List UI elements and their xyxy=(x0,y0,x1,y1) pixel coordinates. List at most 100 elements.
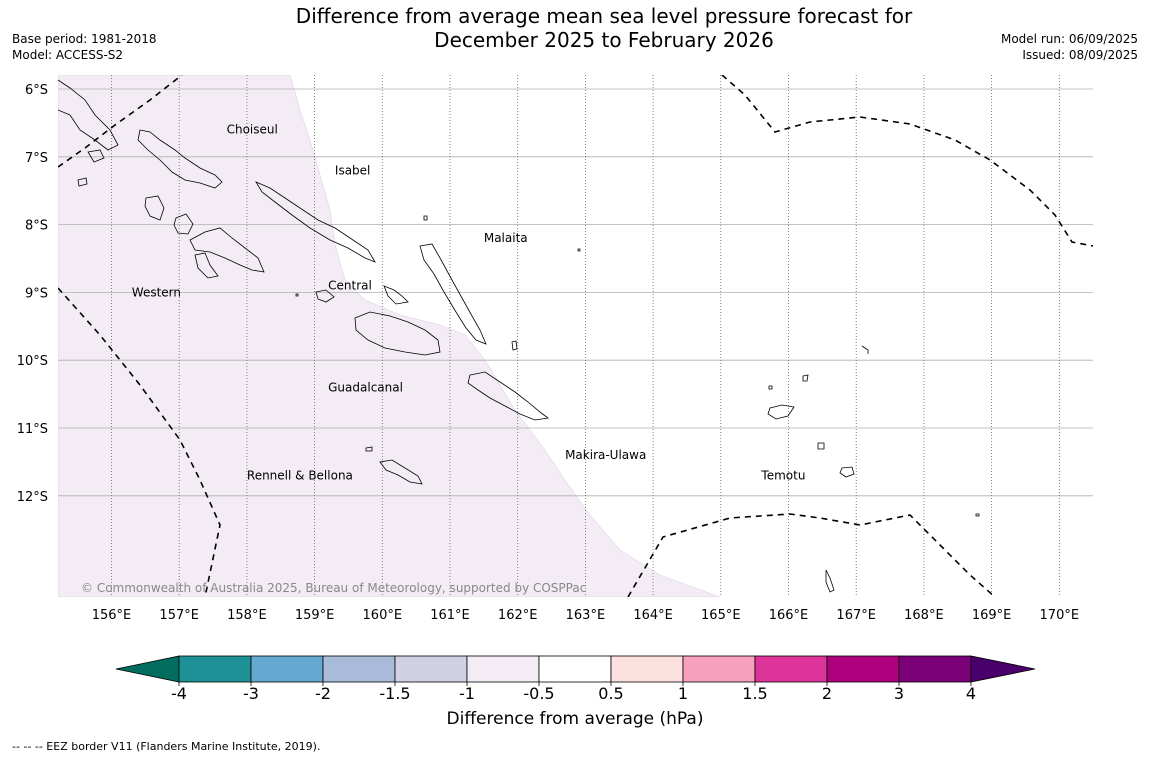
colorbar-tick-label: 4 xyxy=(966,684,976,700)
island-reef-group xyxy=(861,345,869,354)
colorbar-tick-label: -3 xyxy=(243,684,259,700)
colorbar-tick-label: 2 xyxy=(822,684,832,700)
lon-label: 160°E xyxy=(363,608,403,623)
island-santa-cruz xyxy=(767,404,795,420)
lon-label: 165°E xyxy=(701,608,741,623)
colorbar-tick-label: -1 xyxy=(459,684,475,700)
island-bellona xyxy=(365,446,373,452)
lon-label: 164°E xyxy=(633,608,673,623)
lat-label: 7°S xyxy=(25,151,48,166)
eez-border-northeast xyxy=(721,75,1093,247)
island-tikopia-area xyxy=(825,569,835,593)
colorbar-segment xyxy=(394,655,468,683)
lon-label: 169°E xyxy=(972,608,1012,623)
map-title: Difference from average mean sea level p… xyxy=(0,4,1150,52)
island-utupua xyxy=(817,442,825,450)
colorbar-over-arrow xyxy=(970,655,1036,683)
island-vella-lavella xyxy=(144,195,165,221)
region-label: Choiseul xyxy=(227,123,278,137)
colorbar-segment xyxy=(538,655,612,683)
colorbar-segment xyxy=(610,655,684,683)
colorbar-segment xyxy=(178,655,252,683)
eez-border-southeast xyxy=(627,513,996,597)
island-isabel xyxy=(255,181,376,263)
island-bougainville xyxy=(58,79,119,151)
island-small-4 xyxy=(768,385,773,390)
colorbar-tick-label: -1.5 xyxy=(379,684,410,700)
lat-label: 8°S xyxy=(25,219,48,234)
colorbar-tick-label: 1.5 xyxy=(742,684,767,700)
issued-date: Issued: 08/09/2025 xyxy=(1022,48,1138,62)
island-small-2 xyxy=(295,293,299,297)
lon-label: 162°E xyxy=(498,608,538,623)
colorbar-label: Difference from average (hPa) xyxy=(446,709,704,729)
region-label: Guadalcanal xyxy=(328,380,403,394)
region-label: Malaita xyxy=(484,231,528,245)
lon-label: 168°E xyxy=(904,608,944,623)
longitude-labels: 156°E 157°E 158°E 159°E 160°E 161°E 162°E 163°E… xyxy=(92,608,1079,623)
island-rennell xyxy=(379,459,423,485)
island-anuta xyxy=(975,513,980,517)
anomaly-shading xyxy=(58,75,721,597)
island-buka-fragment xyxy=(87,149,105,163)
lon-label: 156°E xyxy=(92,608,132,623)
colorbar: -4 -3 -2 -1.5 -1 -0.5 0.5 1 1.5 2 3 4 xyxy=(115,655,1036,700)
island-malaita xyxy=(419,243,487,345)
eez-border-northwest xyxy=(58,75,183,168)
island-small-1 xyxy=(423,215,428,221)
lon-label: 163°E xyxy=(566,608,606,623)
forecast-map: 6°S 7°S 8°S 9°S 10°S 11°S 12°S 156°E 157°E 158°E… xyxy=(17,75,1093,700)
region-labels: Choiseul Isabel Malaita Western Central Guada… xyxy=(132,123,806,483)
colorbar-segment xyxy=(826,655,900,683)
colorbar-tick-label: 1 xyxy=(678,684,688,700)
region-label: Rennell & Bellona xyxy=(247,468,353,482)
title-line-2: December 2025 to February 2026 xyxy=(434,28,774,52)
lat-label: 9°S xyxy=(25,286,48,301)
lon-label: 170°E xyxy=(1040,608,1080,623)
island-duff xyxy=(802,374,809,382)
coastlines xyxy=(58,79,980,593)
lon-label: 167°E xyxy=(836,608,876,623)
region-label: Isabel xyxy=(335,163,370,177)
lat-label: 11°S xyxy=(17,422,48,437)
colorbar-segment xyxy=(250,655,324,683)
island-shortland xyxy=(77,177,88,187)
graticule xyxy=(58,75,1093,597)
model-name: Model: ACCESS-S2 xyxy=(12,48,124,62)
island-makira xyxy=(467,371,550,421)
title-line-1: Difference from average mean sea level p… xyxy=(295,4,913,28)
colorbar-segment xyxy=(898,655,972,683)
eez-borders xyxy=(58,75,1093,597)
colorbar-tick-label: 0.5 xyxy=(598,684,623,700)
model-info: Base period: 1981-2018 Model: ACCESS-S2 xyxy=(12,31,157,63)
base-period: Base period: 1981-2018 xyxy=(12,32,157,46)
colorbar-segment xyxy=(682,655,756,683)
lon-label: 158°E xyxy=(227,608,267,623)
lon-label: 159°E xyxy=(295,608,335,623)
island-vanikoro xyxy=(839,466,855,478)
lat-label: 10°S xyxy=(17,354,48,369)
colorbar-tick-label: -4 xyxy=(171,684,187,700)
colorbar-segment xyxy=(754,655,828,683)
colorbar-tick-label: -0.5 xyxy=(523,684,554,700)
colorbar-tick-label: -2 xyxy=(315,684,331,700)
colorbar-segment xyxy=(322,655,396,683)
colorbar-segment xyxy=(466,655,540,683)
region-label: Makira-Ulawa xyxy=(565,448,646,462)
eez-footnote: -- -- -- EEZ border V11 (Flanders Marine… xyxy=(12,740,321,753)
lat-label: 6°S xyxy=(25,83,48,98)
island-russell xyxy=(315,289,335,303)
lat-label: 12°S xyxy=(17,490,48,505)
run-info: Model run: 06/09/2025 Issued: 08/09/2025 xyxy=(1001,31,1138,63)
island-small-3 xyxy=(577,248,581,252)
island-new-georgia xyxy=(189,227,265,273)
island-small-ulawa xyxy=(511,340,518,351)
lon-label: 161°E xyxy=(430,608,470,623)
latitude-labels: 6°S 7°S 8°S 9°S 10°S 11°S 12°S xyxy=(17,83,48,505)
eez-border-west xyxy=(58,287,221,597)
colorbar-under-arrow xyxy=(115,655,180,683)
island-florida xyxy=(383,285,409,305)
island-choiseul xyxy=(137,129,223,189)
island-kolombangara xyxy=(173,213,194,235)
island-guadalcanal xyxy=(354,311,441,356)
